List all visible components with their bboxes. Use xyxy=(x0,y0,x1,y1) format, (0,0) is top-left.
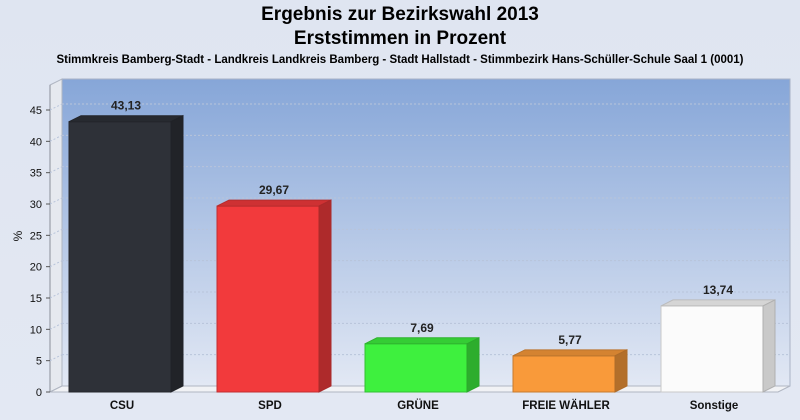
y-tick-label: 0 xyxy=(36,387,42,399)
y-tick-label: 10 xyxy=(30,324,42,336)
x-tick-label: CSU xyxy=(110,400,134,412)
y-tick-label: 40 xyxy=(30,136,42,148)
y-tick-label: 20 xyxy=(30,262,42,274)
bar-sonstige xyxy=(660,299,776,393)
x-tick-label: SPD xyxy=(258,400,282,412)
data-label: 5,77 xyxy=(558,333,582,347)
bar-grüne xyxy=(364,337,480,393)
y-tick-label: 35 xyxy=(30,168,42,180)
bar-side xyxy=(762,299,776,393)
y-tick-label: 45 xyxy=(30,105,42,117)
bar-top xyxy=(512,349,628,357)
chart-subtitle: Erststimmen in Prozent xyxy=(293,28,507,49)
data-label: 7,69 xyxy=(410,321,434,335)
y-tick-label: 5 xyxy=(36,356,42,368)
bar-front xyxy=(364,343,468,393)
bar-top xyxy=(216,199,332,207)
bar-front xyxy=(660,305,764,393)
data-label: 29,67 xyxy=(259,183,289,197)
y-tick-label: 25 xyxy=(30,230,42,242)
x-tick-label: GRÜNE xyxy=(397,399,439,412)
bar-front xyxy=(512,355,616,393)
bar-side xyxy=(614,349,628,393)
bar-freie-wähler xyxy=(512,349,628,393)
bar-side xyxy=(466,337,480,393)
bar-top xyxy=(68,115,184,123)
bar-front xyxy=(216,205,320,393)
bar-side xyxy=(170,114,184,393)
x-tick-label: FREIE WÄHLER xyxy=(522,399,610,412)
y-tick-label: 15 xyxy=(30,293,42,305)
data-label: 13,74 xyxy=(703,283,733,297)
y-axis-label: % xyxy=(11,230,25,241)
bar-top xyxy=(660,299,776,307)
bar-side xyxy=(318,199,332,393)
plot-side-wall xyxy=(49,78,63,393)
chart-title: Ergebnis zur Bezirkswahl 2013 xyxy=(261,4,539,25)
bar-front xyxy=(68,121,172,393)
y-tick-label: 30 xyxy=(30,199,42,211)
x-tick-label: Sonstige xyxy=(690,400,739,412)
bar-spd xyxy=(216,199,332,393)
data-label: 43,13 xyxy=(111,99,141,113)
bar-top xyxy=(364,337,480,345)
chart-region-caption: Stimmkreis Bamberg-Stadt - Landkreis Lan… xyxy=(56,54,744,66)
bar-csu xyxy=(68,114,184,393)
